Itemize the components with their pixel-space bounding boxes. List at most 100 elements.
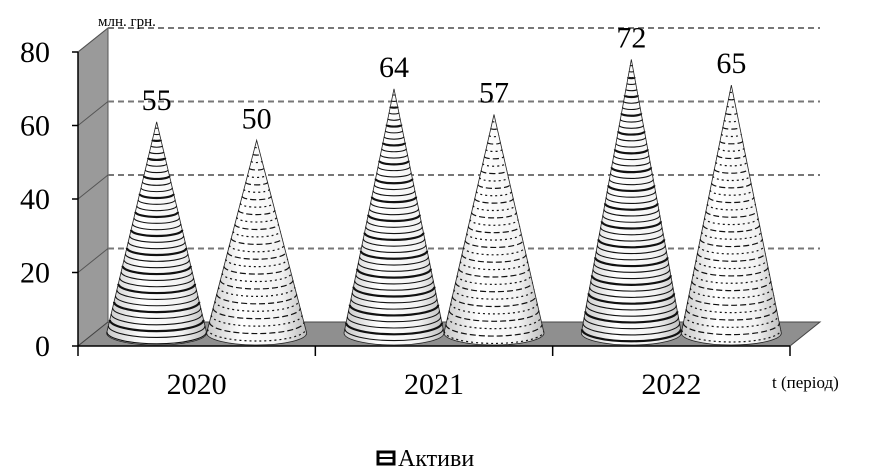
cone-stripe: [373, 184, 415, 191]
y-tick-label: 80: [20, 36, 50, 69]
cone-stripe: [696, 252, 766, 262]
cone-stripe: [363, 232, 425, 241]
x-tick-label: 2020: [167, 368, 227, 401]
cone-stripe: [372, 190, 416, 197]
cone-body: [580, 59, 682, 346]
cone-stripe: [715, 161, 748, 167]
cone-stripe: [376, 172, 412, 178]
cone-stripe: [467, 226, 521, 234]
y-axis-unit-label: млн. грн.: [98, 14, 156, 30]
x-tick-label: 2021: [404, 368, 464, 401]
cone-stripe: [723, 119, 739, 123]
cone-stripe: [713, 168, 749, 174]
cone-bar: [206, 138, 308, 346]
cone-stripe: [362, 238, 426, 247]
gridline-depth: [77, 174, 109, 200]
cone-stripe: [123, 259, 190, 269]
data-label: 57: [479, 77, 509, 110]
cone-stripe: [689, 287, 773, 299]
cone-stripe: [223, 266, 290, 275]
cone-stripe: [701, 231, 762, 240]
cone-stripe: [722, 126, 741, 130]
cone-stripe: [583, 317, 680, 330]
cone-stripe: [594, 257, 669, 268]
cone-stripe: [584, 311, 679, 324]
cone-stripe: [241, 196, 272, 201]
cone-stripe: [250, 160, 263, 164]
cone-stripe: [377, 166, 411, 172]
cone-stripe: [125, 247, 188, 257]
cone-stripe: [708, 196, 755, 204]
data-label: 50: [242, 102, 272, 135]
cone-stripe: [682, 323, 780, 336]
cone-stripe: [381, 142, 407, 147]
cone-stripe: [141, 181, 172, 186]
cone-stripe: [149, 151, 165, 155]
cone-stripe: [388, 112, 400, 115]
cone-stripe: [620, 112, 643, 117]
cone-stripe: [490, 127, 498, 130]
cone-stripe: [140, 187, 173, 193]
cone-stripe: [477, 184, 511, 189]
cone-stripe: [359, 256, 429, 266]
cone-stripe: [370, 196, 418, 204]
cone-stripe: [726, 105, 737, 108]
cone-stripe: [623, 94, 640, 99]
cone-stripe: [595, 251, 667, 261]
cone-bar: [343, 88, 445, 346]
cone-stripe: [587, 293, 676, 305]
cone-stripe: [628, 70, 635, 73]
cone-stripe: [488, 135, 500, 138]
cone-stripe: [582, 323, 681, 336]
cone-stripe: [592, 269, 671, 280]
cone-stripe: [133, 217, 180, 224]
cone-stripe: [146, 163, 168, 167]
cone-stripe: [617, 130, 646, 136]
cone-stripe: [389, 105, 399, 109]
cone-stripe: [117, 283, 197, 295]
cone-stripe: [355, 274, 433, 285]
cone-body: [343, 88, 445, 346]
cone-stripe: [616, 137, 647, 142]
cone-stripe: [112, 301, 201, 314]
cone-stripe: [137, 199, 176, 205]
cone-stripe: [245, 181, 269, 186]
cone-bar: [680, 85, 782, 346]
cone-stripe: [365, 226, 423, 235]
cone-stripe: [469, 219, 519, 226]
cone-stripe: [720, 133, 742, 138]
data-labels: 55 64 72 50 57 65: [142, 21, 747, 135]
cone-stripe: [602, 215, 661, 223]
cone-stripe: [252, 153, 261, 156]
cone-stripe: [699, 238, 763, 248]
cone-stripe: [368, 208, 420, 216]
cone-stripe: [605, 197, 658, 204]
cone-stripe: [585, 305, 677, 317]
cone-stripe: [147, 157, 167, 161]
cone-stripe: [600, 227, 663, 236]
cone-stripe: [464, 240, 524, 248]
cone-stripe: [613, 155, 650, 161]
x-tick-label: 2022: [641, 368, 701, 401]
x-axis-ticks: 2020 2021 2022: [77, 346, 791, 401]
cone-body: [443, 114, 545, 346]
cone-stripe: [727, 98, 735, 101]
cone-stripe: [483, 156, 505, 160]
cone-stripe: [716, 154, 747, 160]
cone-stripe: [692, 273, 771, 284]
cone-stripe: [710, 182, 752, 189]
cone-stripe: [610, 167, 653, 174]
cone-stripe: [603, 209, 660, 217]
cone-stripe: [112, 307, 202, 319]
cone-stripe: [598, 233, 664, 242]
cone-series: [106, 59, 782, 346]
y-axis-ticks: 0 20 40 60 80: [20, 36, 78, 363]
data-label: 55: [142, 84, 172, 117]
cone-stripe: [350, 298, 438, 310]
cone-stripe: [151, 138, 163, 142]
cone-stripe: [448, 310, 540, 322]
cone-stripe: [485, 149, 503, 153]
cone-stripe: [153, 133, 161, 136]
cone-stripe: [712, 175, 751, 182]
